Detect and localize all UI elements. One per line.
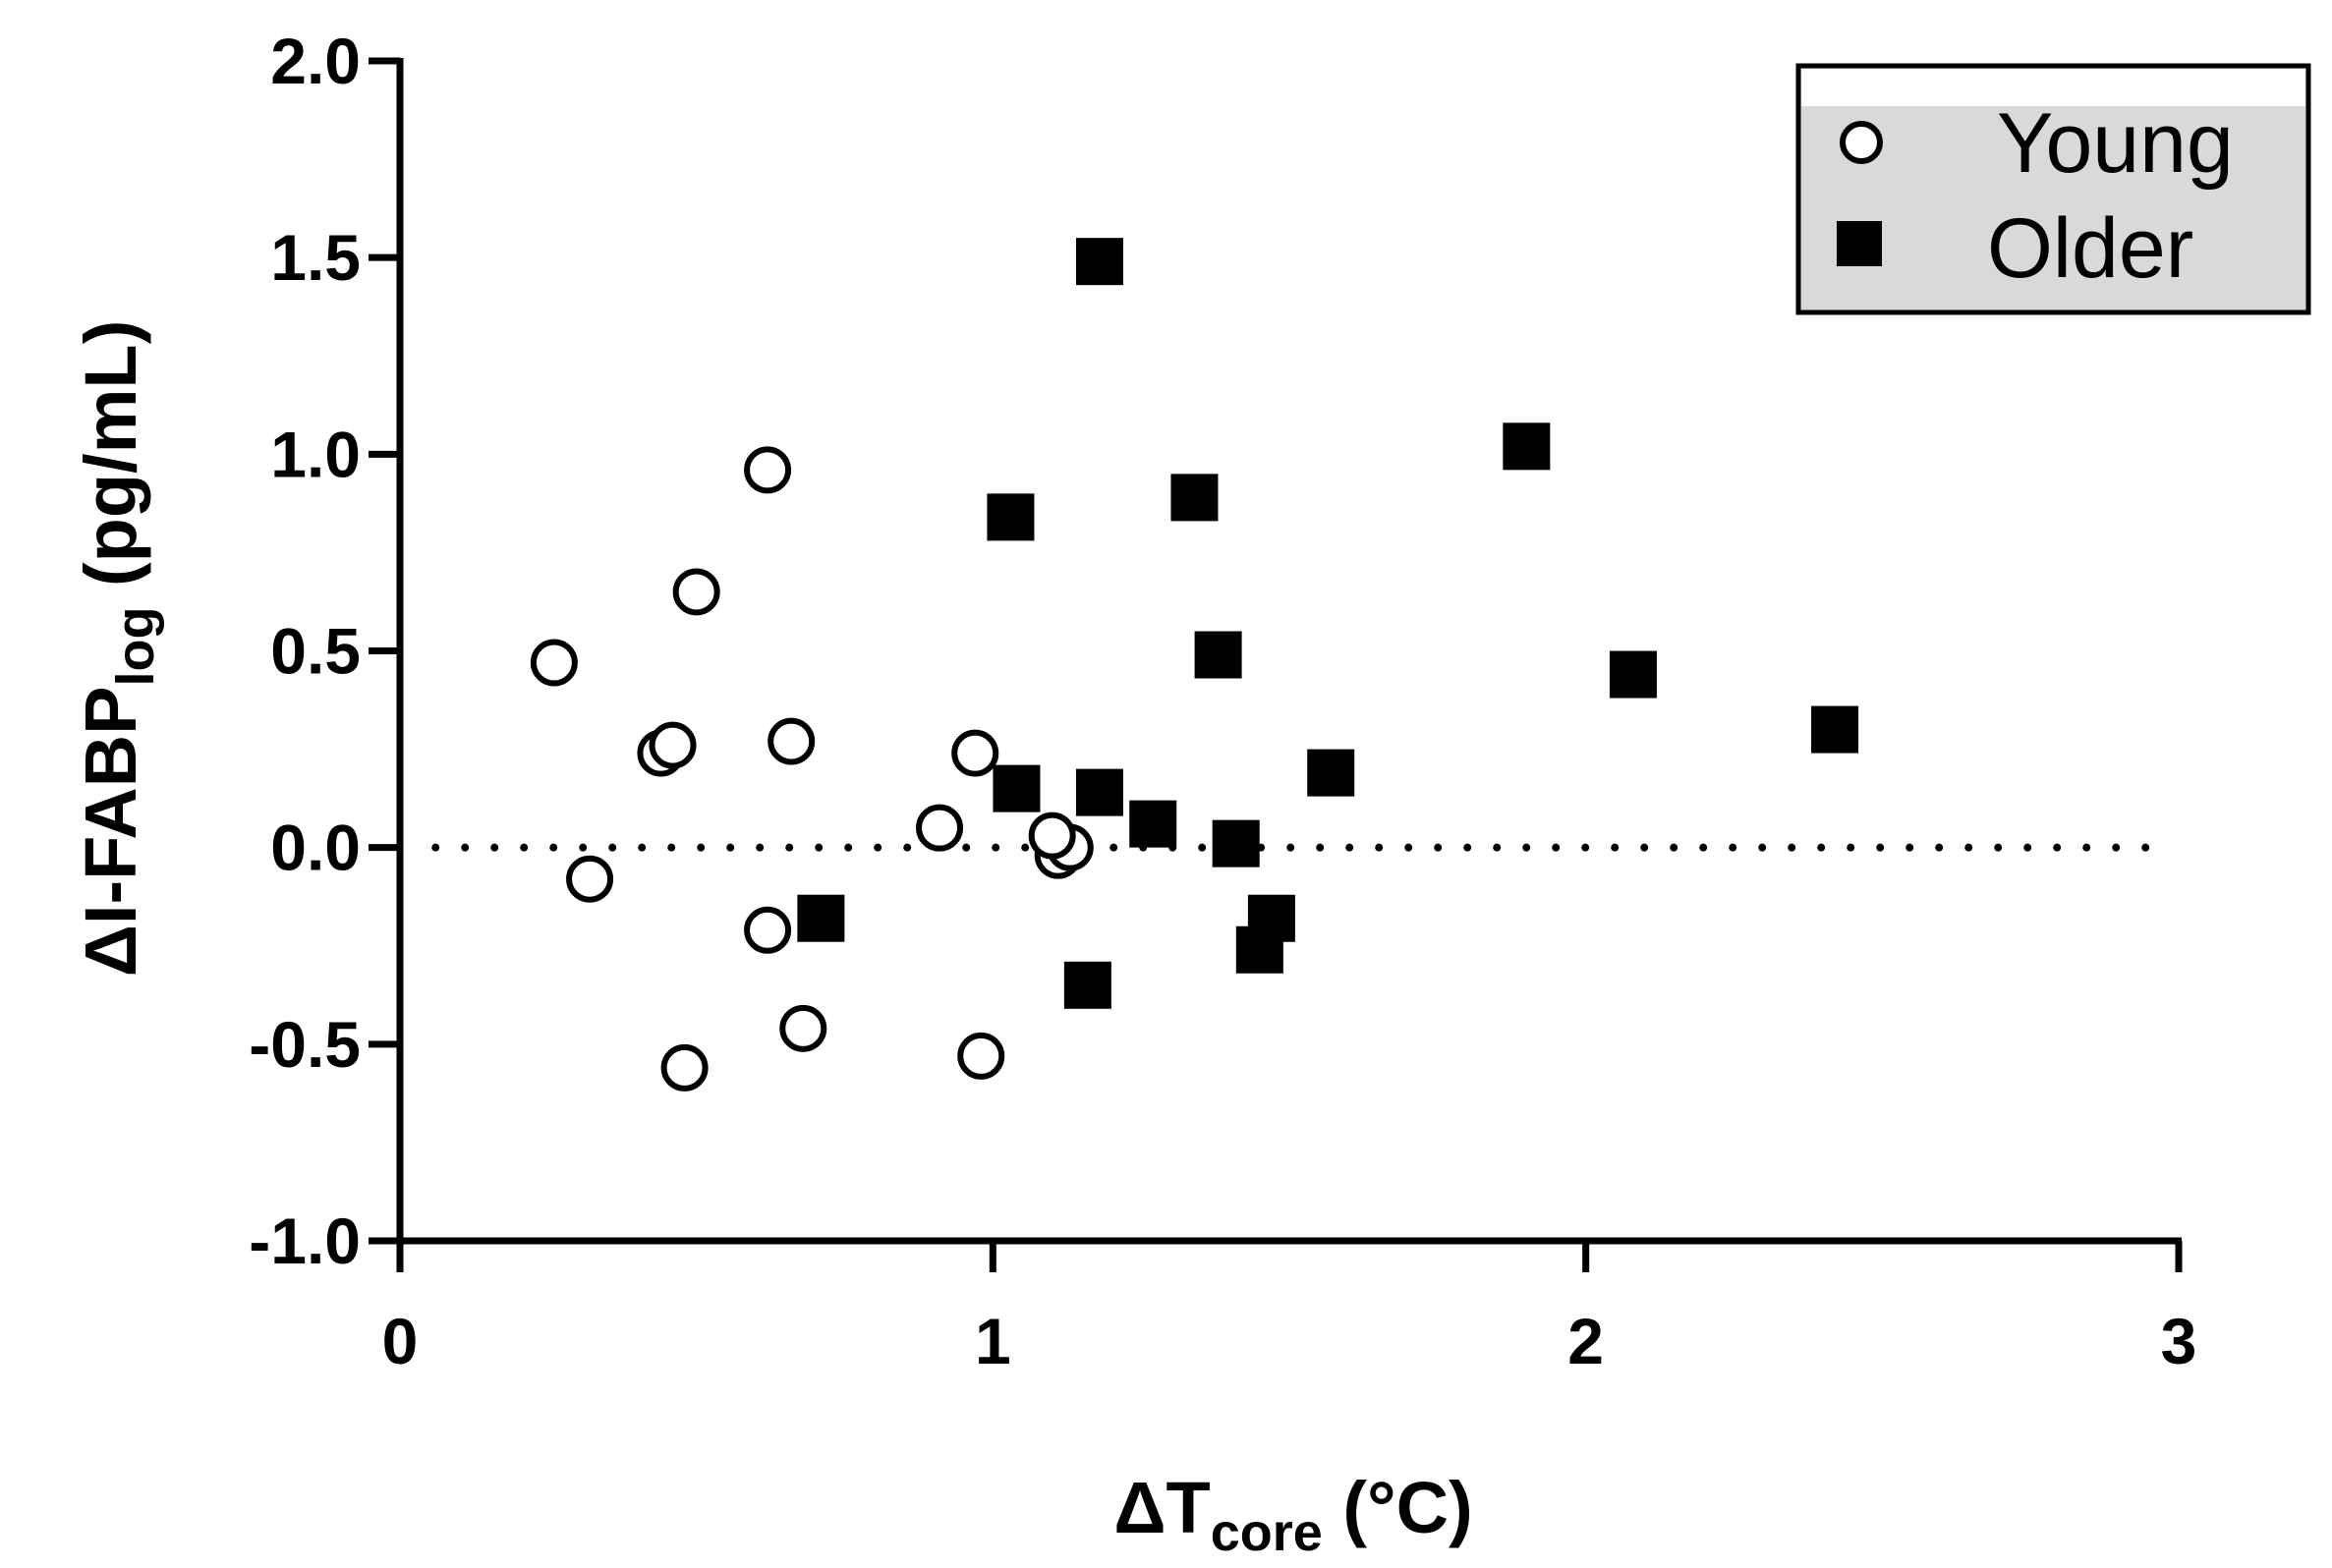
older-point (1170, 474, 1219, 522)
legend-young-marker-icon (1840, 121, 1883, 164)
older-point (1212, 819, 1260, 868)
legend: Young Older (1795, 63, 2311, 315)
x-axis-title: ΔTcore (°C) (1113, 1467, 1472, 1562)
young-point (566, 855, 614, 903)
x-axis-title-tail: (°C) (1323, 1467, 1473, 1548)
young-point (951, 729, 999, 777)
x-axis-title-main: ΔT (1113, 1467, 1210, 1548)
y-tick-label: -0.5 (249, 1008, 361, 1081)
tick-layer: -1.0 -0.5 0.0 0.5 1.0 1.5 2.0 0 1 2 3 (249, 25, 2196, 1377)
legend-older-marker-icon (1837, 221, 1882, 266)
y-tick-label: 1.0 (270, 418, 361, 490)
young-point (530, 639, 578, 687)
young-point (744, 906, 792, 954)
y-axis-title: ΔI-FABPlog (pg/mL) (70, 320, 165, 978)
older-point (987, 493, 1035, 541)
x-axis-title-sub: core (1211, 1503, 1323, 1562)
legend-young-label: Young (1997, 96, 2234, 191)
legend-box-top-band (1801, 69, 2305, 106)
y-tick-label: 0.0 (270, 812, 361, 884)
young-point (649, 721, 697, 769)
young-point (916, 804, 964, 852)
older-point (1075, 768, 1123, 816)
young-point (1028, 812, 1076, 860)
y-tick-label: -1.0 (249, 1204, 361, 1277)
data-points (530, 238, 1859, 1092)
older-point (1307, 749, 1355, 797)
legend-box (1795, 63, 2311, 315)
y-tick-label: 0.5 (270, 615, 361, 688)
y-axis-title-sub: log (106, 607, 165, 687)
older-point (1075, 238, 1123, 286)
y-tick-label: 1.5 (270, 221, 361, 294)
young-point (779, 1004, 827, 1052)
y-axis-title-main: ΔI-FABP (70, 687, 151, 978)
x-tick-label: 3 (2161, 1305, 2197, 1377)
older-point (1247, 894, 1295, 942)
x-tick-label: 0 (382, 1305, 419, 1377)
older-point (1129, 800, 1177, 848)
young-point (660, 1043, 709, 1092)
older-point (1811, 705, 1859, 754)
older-point (1503, 422, 1551, 471)
y-axis-title-tail: (pg/mL) (70, 320, 151, 607)
x-tick-label: 1 (975, 1305, 1011, 1377)
older-point (1609, 650, 1657, 699)
young-point (957, 1032, 1005, 1080)
x-tick-label: 2 (1567, 1305, 1604, 1377)
young-point (768, 717, 816, 765)
older-point (1063, 961, 1111, 1009)
older-point (993, 764, 1041, 812)
young-point (672, 568, 720, 616)
older-point (1194, 631, 1242, 679)
older-point (797, 894, 845, 942)
young-point (744, 446, 792, 494)
legend-older-label: Older (1987, 201, 2193, 296)
y-tick-label: 2.0 (270, 25, 361, 97)
